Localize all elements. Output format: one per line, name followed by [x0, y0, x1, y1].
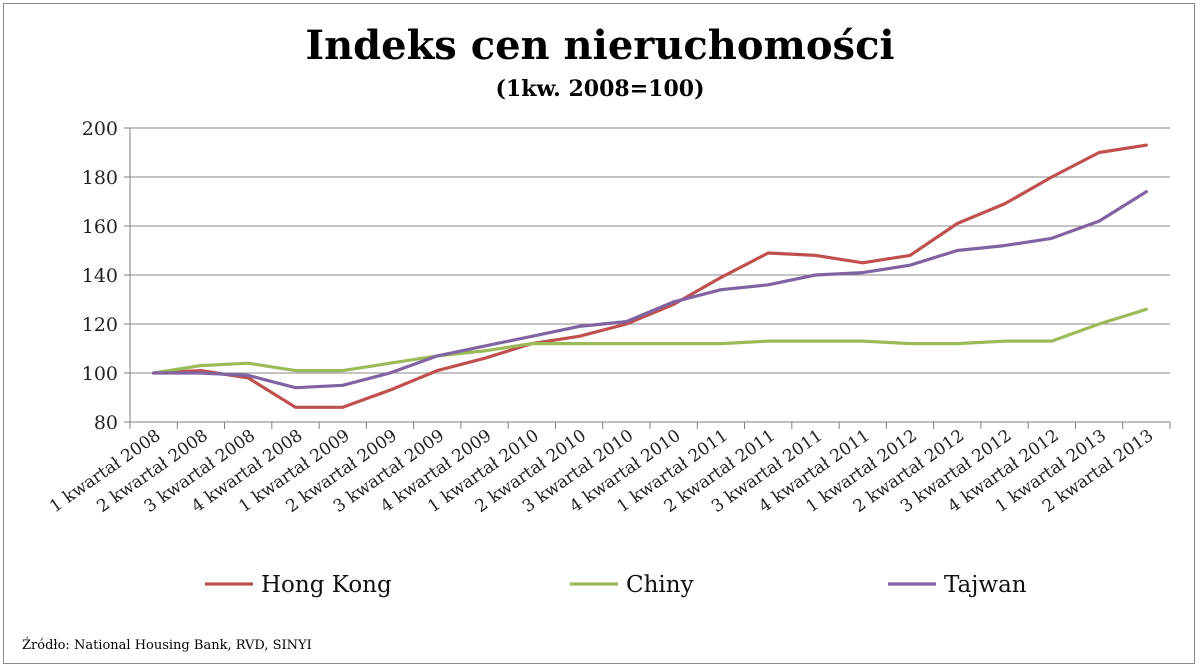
y-tick-label: 160 — [82, 216, 118, 238]
series-line-hong-kong — [152, 143, 1149, 409]
y-tick-label: 140 — [82, 265, 118, 287]
y-tick-label: 80 — [94, 412, 118, 434]
legend-label-tajwan: Tajwan — [944, 572, 1027, 598]
series-line-chiny — [152, 307, 1149, 375]
y-tick-label: 120 — [82, 314, 118, 336]
series-line-tajwan — [152, 190, 1149, 390]
y-tick-label: 180 — [82, 167, 118, 189]
legend-label-hong-kong: Hong Kong — [261, 572, 392, 598]
legend-label-chiny: Chiny — [626, 572, 694, 598]
source-note: Źródło: National Housing Bank, RVD, SINY… — [22, 638, 312, 653]
chart-title: Indeks cen nieruchomości — [305, 22, 895, 69]
chart-subtitle: (1kw. 2008=100) — [495, 76, 705, 102]
y-tick-label: 100 — [82, 363, 118, 385]
chart-frame — [3, 3, 1195, 664]
y-tick-label: 200 — [82, 118, 118, 140]
